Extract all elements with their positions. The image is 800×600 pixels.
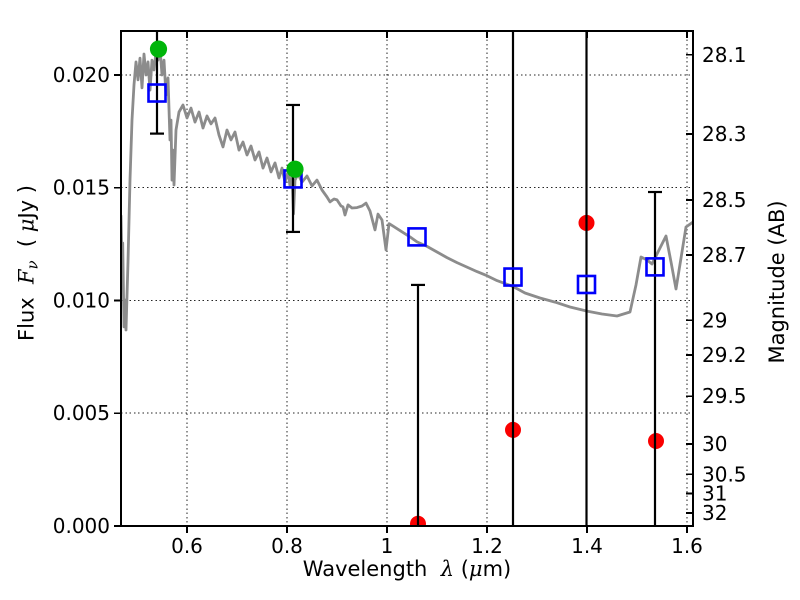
data-layer [121,31,693,526]
y-tick-label-right: 31 [702,481,727,505]
y-tick-label-left: 0.015 [53,176,110,200]
blue-square-marker [147,83,167,103]
green-circle-marker [286,160,304,178]
y-tick-label-left: 0.000 [53,514,110,538]
y-tick-label-right: 28.5 [702,188,747,212]
axis-title-segment: Flux [14,283,39,341]
axis-title-segment: μ [14,218,39,233]
axis-title-segment: F [14,269,39,284]
y-tick-label-right: 30.5 [702,462,747,486]
plot-frame [120,30,694,527]
y-tick-label-left: 0.005 [53,401,110,425]
red-points [410,214,664,526]
y-tick-label-right: 28.7 [702,243,747,267]
y-tick-label-right: 28.3 [702,122,747,146]
blue-square-marker [576,274,597,295]
blue-square-marker [407,227,427,247]
y-tick-label-right: 29 [702,308,727,332]
axis-title-segment: m) [482,557,512,581]
x-tick-label: 1 [381,534,394,558]
axis-title-segment: ( [454,557,469,581]
ticks [114,31,693,533]
axis-title-segment: Jy ) [14,185,39,219]
axis-title-segment: μ [468,557,483,581]
axis-title-segment: λ [440,557,455,581]
x-tick-label: 1.2 [471,534,503,558]
y-tick-label-right: 29.2 [702,343,747,367]
x-tick-label: 0.6 [171,534,203,558]
green-points [149,40,304,178]
spectrum-line [121,46,693,332]
tick-labels: 0.6 0.8 1 1.2 1.4 1.6 0.000 0.005 0.010 0.015 0.02… [53,43,747,558]
axis-title-segment: Wavelength [302,557,441,581]
y-tick-label-right: 30 [702,432,727,456]
axis-title-segment: ( [14,232,39,261]
axis-title-segment: ν [24,260,42,270]
error-bars [150,31,662,526]
x-tick-label: 0.8 [271,534,303,558]
blue-square-marker [503,267,523,287]
blue-square-marker [645,257,665,277]
x-tick-label: 1.4 [571,534,603,558]
gridlines [121,31,693,526]
y-axis-title-right: Magnitude (AB) [765,200,789,364]
y-tick-label-left: 0.020 [53,63,110,87]
x-axis-title: Wavelength λ (μm) [121,557,693,581]
y-tick-label-left: 0.010 [53,288,110,312]
green-circle-marker [149,40,168,58]
y-tick-label-right: 28.1 [702,43,747,67]
y-tick-label-right: 32 [702,501,727,525]
x-tick-label: 1.6 [671,534,703,558]
y-tick-label-right: 29.5 [702,384,747,408]
y-axis-title-left: Flux Fν ( μJy ) [14,185,41,341]
